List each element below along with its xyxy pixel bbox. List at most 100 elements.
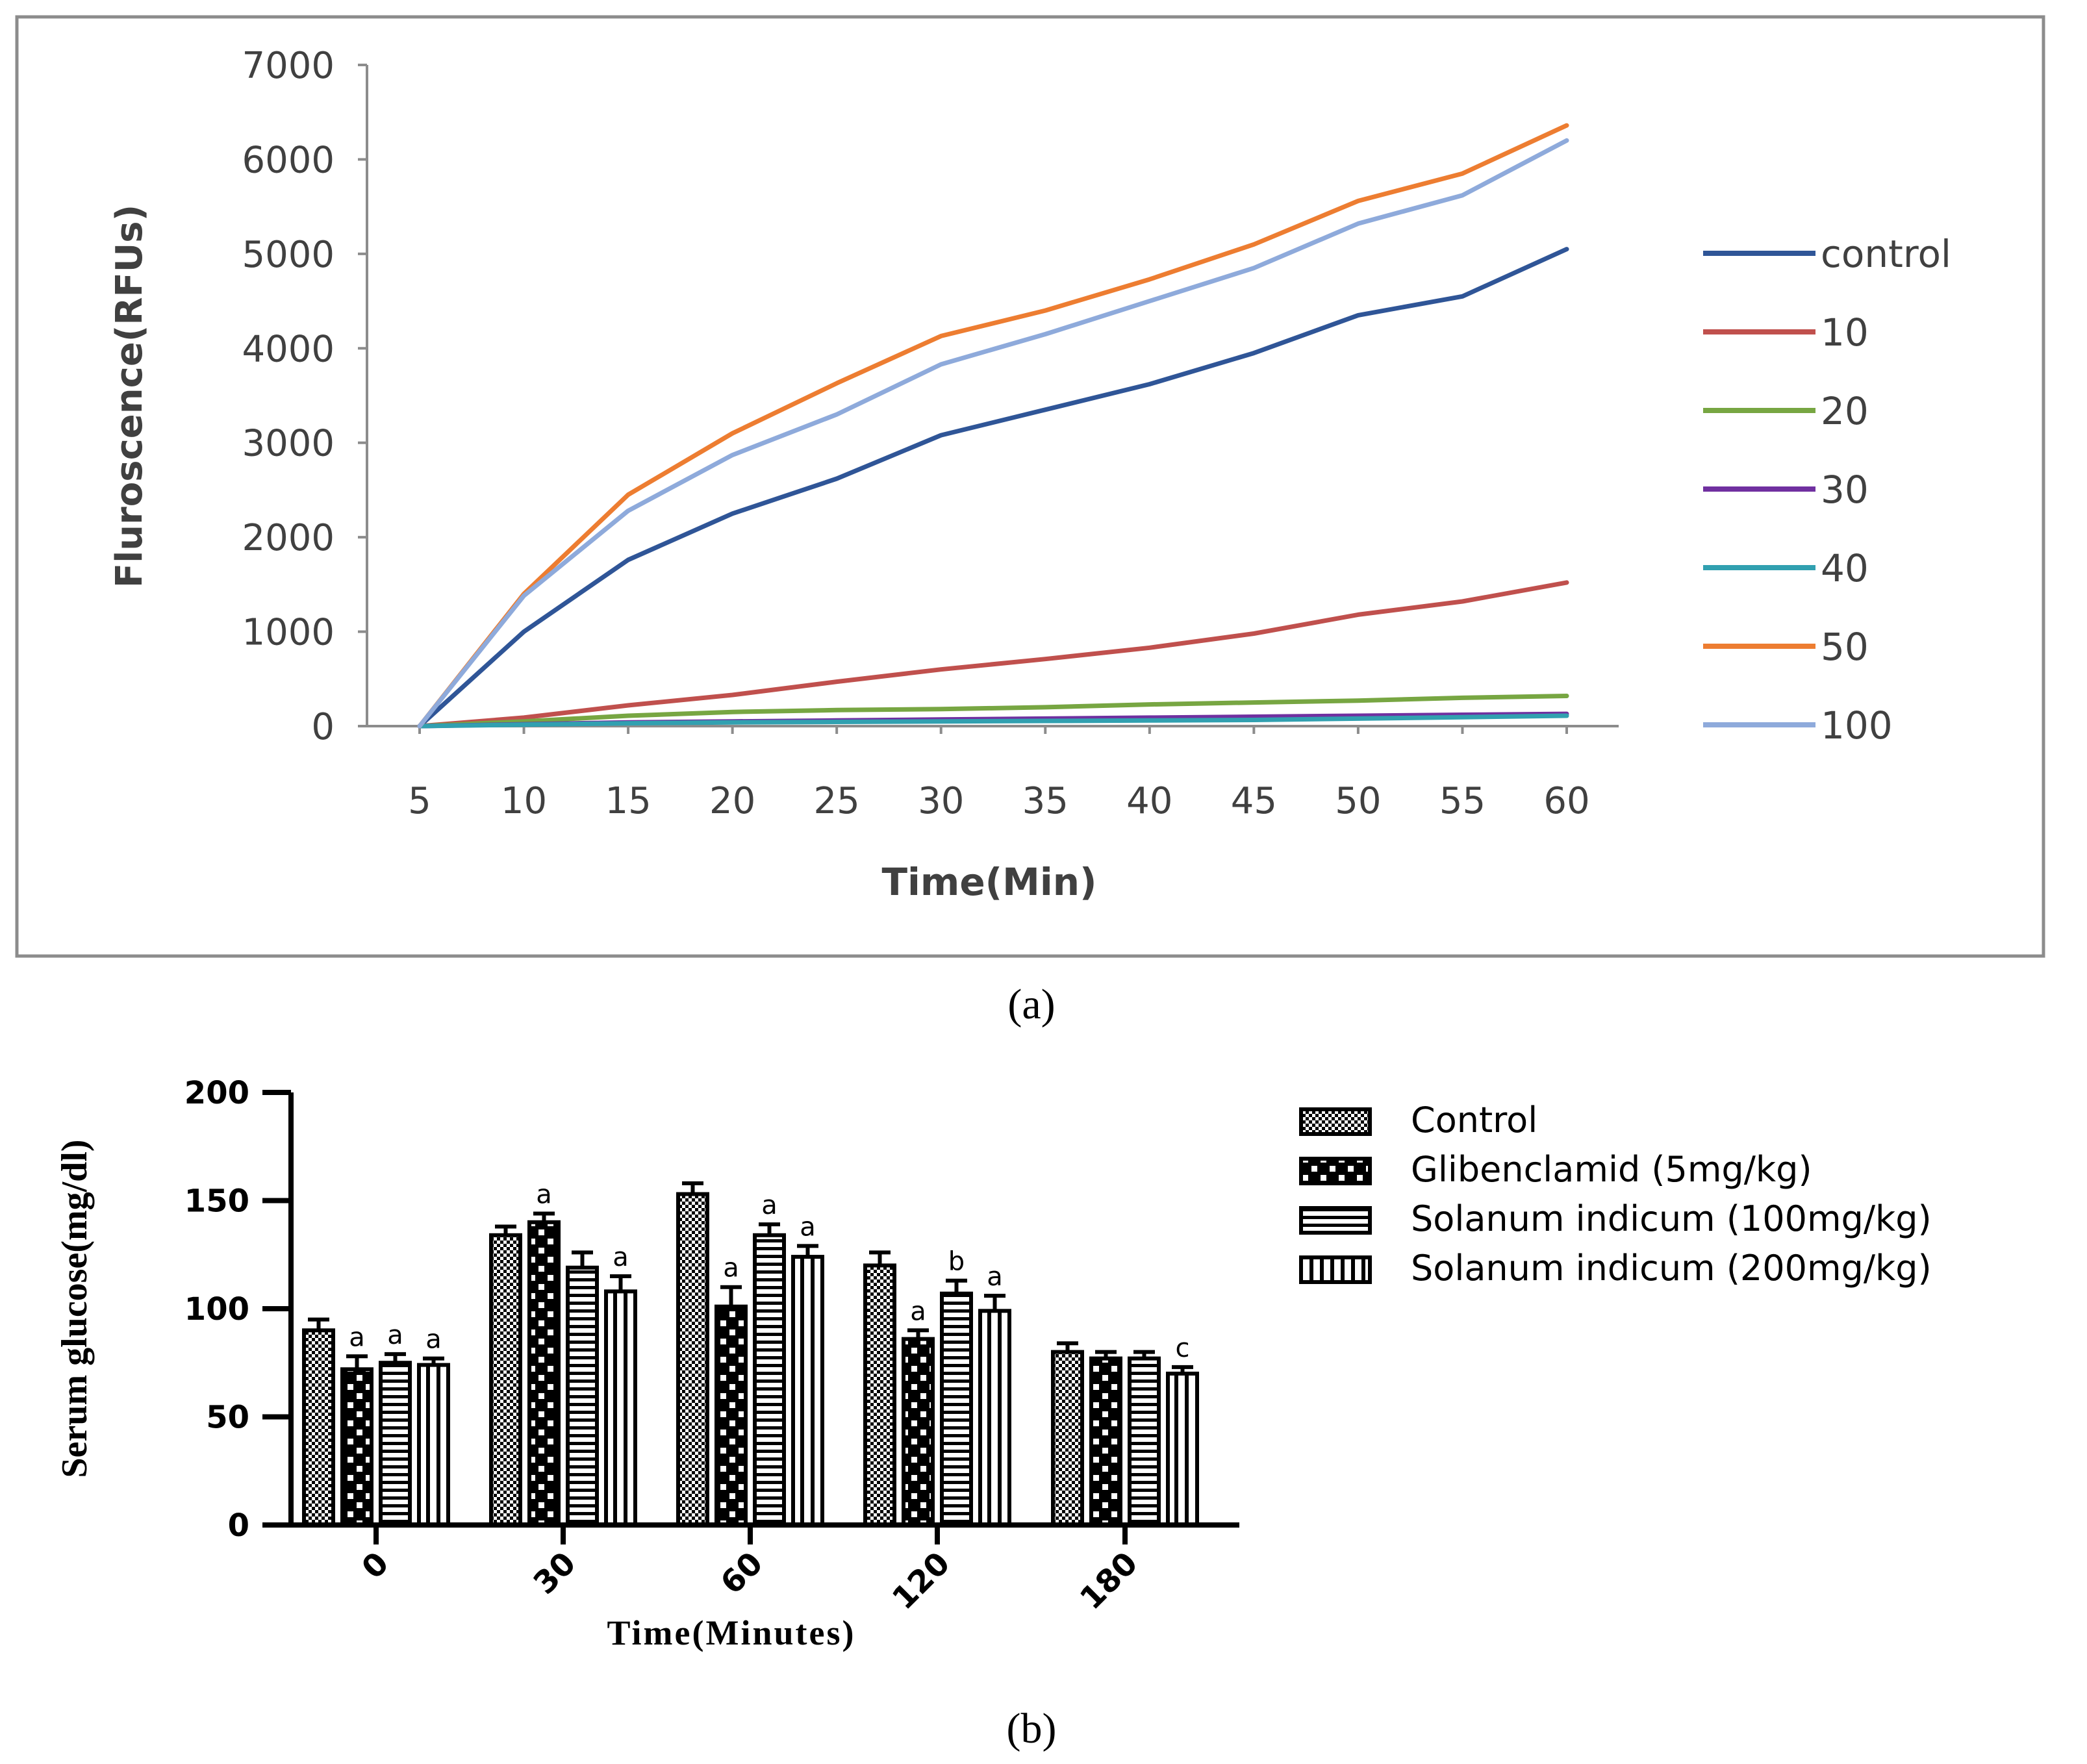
legend-label: 30 (1821, 468, 1869, 512)
legend: control 10 20 30 40 50 100 (1703, 232, 1951, 748)
y-tick-label: 5000 (242, 234, 335, 276)
significance-label: a (613, 1242, 629, 1272)
legend-swatch-vertical (1299, 1255, 1372, 1284)
x-tick-label: 0 (355, 1545, 396, 1586)
legend-label: 100 (1821, 703, 1893, 748)
significance-label: c (1176, 1333, 1190, 1363)
legend-label: Glibenclamid (5mg/kg) (1411, 1149, 1812, 1190)
y-tick-label: 2000 (242, 517, 335, 559)
x-tick-label: 50 (1335, 780, 1381, 822)
bar-vertical (978, 1309, 1011, 1527)
legend-label: Solanum indicum (100mg/kg) (1411, 1198, 1932, 1239)
significance-label: a (910, 1296, 926, 1326)
y-tick-label: 0 (311, 706, 335, 748)
bar-horizontal (566, 1265, 599, 1527)
legend-swatch-dots (1299, 1157, 1372, 1185)
y-axis-label: Serum glucose(mg/dl) (55, 1139, 95, 1478)
series-line-control (417, 247, 1569, 729)
y-tick-label: 100 (184, 1291, 249, 1328)
series-lines (417, 123, 1569, 729)
bar-dots (902, 1337, 935, 1528)
series-line-40 (417, 713, 1569, 729)
x-tick-label: 20 (709, 780, 755, 822)
bar-dots (1089, 1356, 1122, 1528)
bar-checker (302, 1328, 335, 1528)
x-tick-label: 30 (918, 780, 964, 822)
bar-horizontal (379, 1361, 412, 1527)
significance-label: a (800, 1212, 816, 1242)
bar-vertical (791, 1255, 824, 1527)
series-line-100 (417, 138, 1569, 729)
y-axis-label: Fluroscence(RFUs) (108, 205, 151, 588)
x-tick-label: 5 (408, 780, 431, 822)
legend: Control Glibenclamid (5mg/kg) Solanum indi… (1299, 1100, 1932, 1289)
significance-label: a (387, 1320, 403, 1350)
legend-label: 10 (1821, 310, 1869, 355)
x-tick-label: 45 (1231, 780, 1277, 822)
bar-vertical (604, 1289, 637, 1527)
bar-vertical (417, 1363, 450, 1528)
y-tick-label: 150 (184, 1183, 249, 1220)
x-tick-label: 180 (1073, 1545, 1145, 1617)
legend-label: Solanum indicum (200mg/kg) (1411, 1248, 1932, 1289)
x-tick-label: 35 (1022, 780, 1069, 822)
x-axis-label: Time(Minutes) (607, 1613, 856, 1652)
significance-label: a (349, 1322, 365, 1352)
x-tick-label: 60 (1543, 780, 1589, 822)
legend-swatch-horizontal (1299, 1206, 1372, 1235)
bar-horizontal (940, 1291, 973, 1527)
significance-label: b (948, 1247, 965, 1277)
y-tick-label: 50 (206, 1400, 249, 1436)
legend-label: control (1821, 232, 1951, 276)
significance-label: a (761, 1191, 778, 1220)
x-tick-label: 55 (1439, 780, 1486, 822)
bar-horizontal (753, 1233, 786, 1528)
series-line-20 (417, 694, 1569, 729)
bar-dots (527, 1220, 561, 1528)
significance-label: a (425, 1325, 442, 1355)
line-chart: 0 1000 2000 3000 4000 5000 6000 7000 5 10 15 20 25 3… (108, 45, 1951, 904)
x-tick-label: 10 (501, 780, 547, 822)
significance-label: a (536, 1179, 552, 1209)
x-tick-label: 120 (885, 1545, 957, 1617)
legend-label: 40 (1821, 546, 1869, 590)
x-tick-label: 60 (714, 1545, 770, 1602)
bar-dots (715, 1304, 748, 1528)
bar-checker (863, 1263, 896, 1528)
bar-vertical (1166, 1371, 1199, 1527)
y-tick-label: 200 (184, 1075, 249, 1111)
significance-label: a (723, 1254, 739, 1283)
series-line-10 (417, 580, 1569, 729)
x-tick-label: 25 (814, 780, 860, 822)
bar-checker (1051, 1350, 1084, 1528)
x-ticks: 5 10 15 20 25 30 35 40 45 50 55 60 (408, 726, 1590, 822)
y-tick-label: 4000 (242, 328, 335, 370)
x-tick-label: 30 (527, 1545, 583, 1602)
y-ticks: 0 1000 2000 3000 4000 5000 6000 7000 (242, 45, 367, 748)
legend-label: 20 (1821, 389, 1869, 433)
panel-a-label: (a) (1007, 981, 1055, 1028)
x-tick-label: 15 (605, 780, 651, 822)
significance-label: a (987, 1262, 1003, 1292)
bar-checker (676, 1192, 709, 1527)
y-tick-label: 6000 (242, 139, 335, 181)
series-line-50 (417, 123, 1569, 729)
bar-horizontal (1128, 1356, 1161, 1528)
panel-b-label: (b) (1007, 1705, 1057, 1752)
y-tick-label: 3000 (242, 423, 335, 465)
x-tick-label: 40 (1126, 780, 1172, 822)
y-tick-label: 0 (228, 1507, 249, 1544)
y-ticks: 0 50 100 150 200 (184, 1075, 291, 1544)
y-tick-label: 1000 (242, 612, 335, 654)
x-ticks: 0 30 60 120 180 (355, 1525, 1145, 1617)
x-axis-label: Time(Min) (881, 860, 1096, 904)
legend-label: Control (1411, 1100, 1537, 1140)
bar-dots (340, 1367, 373, 1527)
legend-swatch-checker (1299, 1107, 1372, 1136)
legend-label: 50 (1821, 625, 1869, 669)
y-tick-label: 7000 (242, 45, 335, 87)
bar-checker (489, 1233, 522, 1528)
